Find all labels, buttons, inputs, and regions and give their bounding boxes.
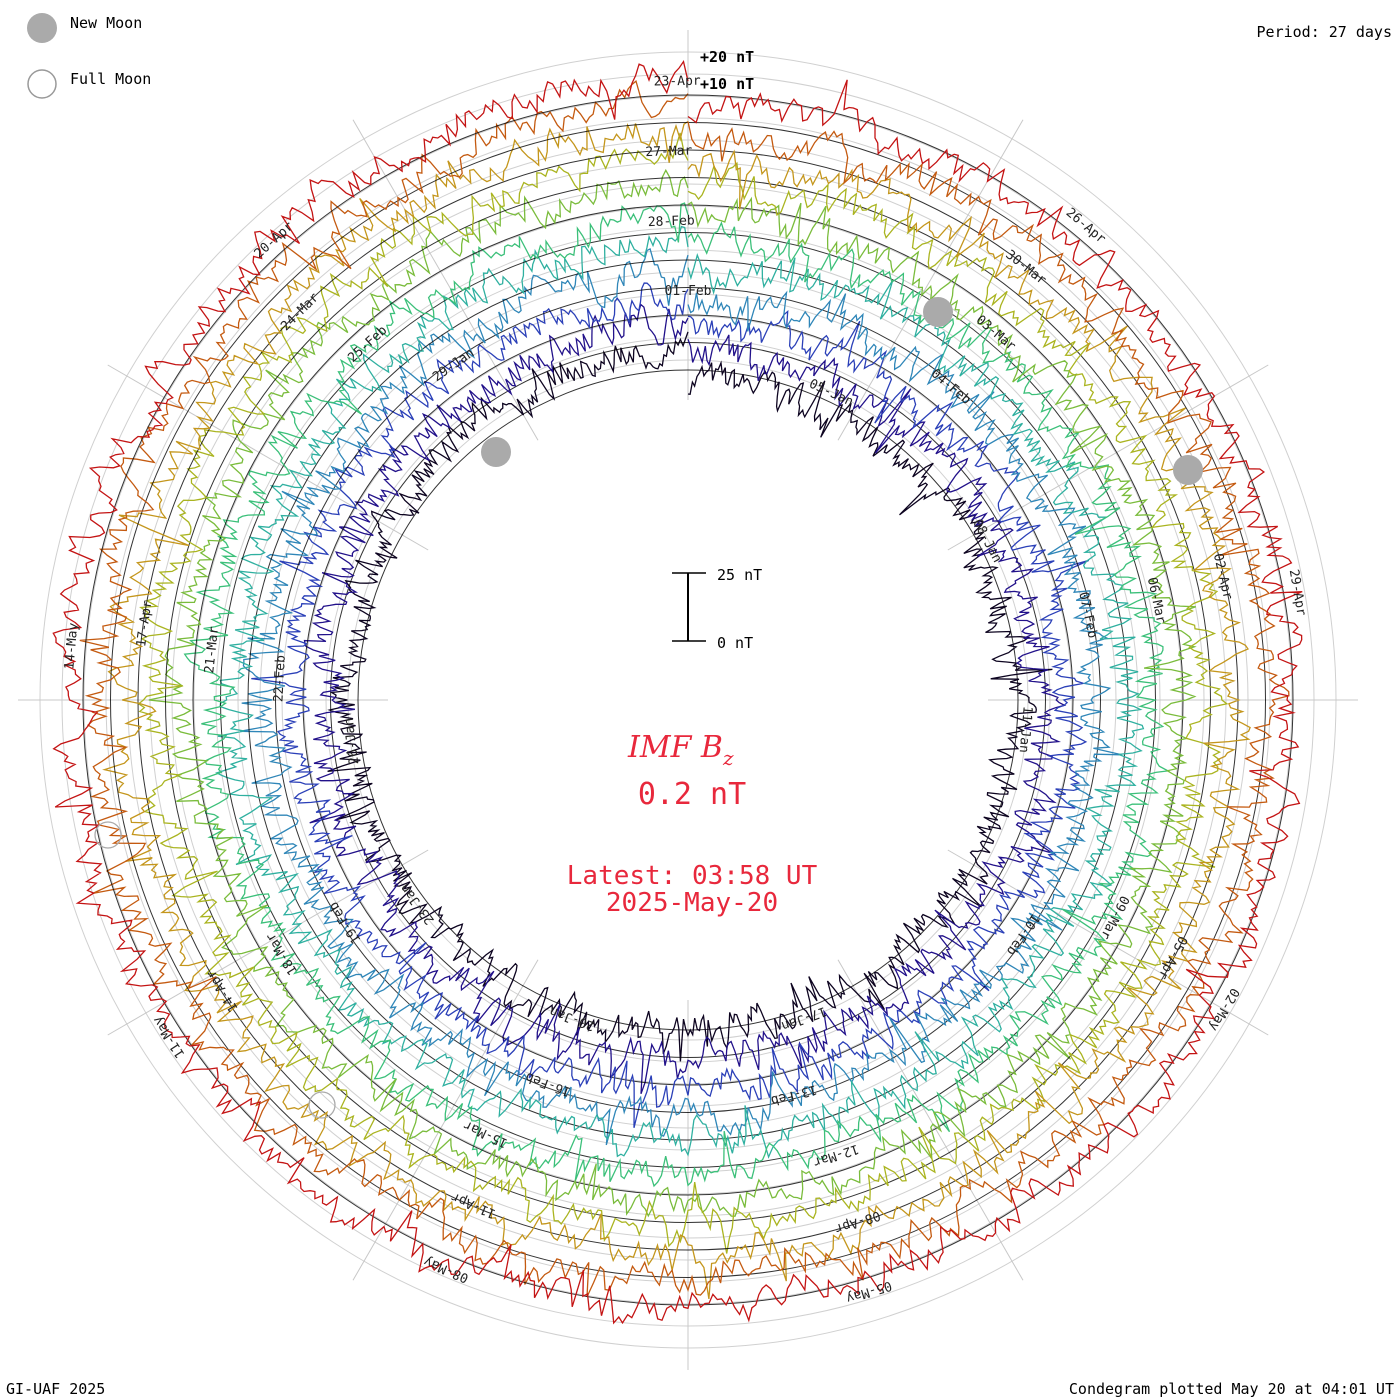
spoke-line bbox=[837, 119, 1024, 441]
date-label: 21-Mar bbox=[202, 626, 222, 674]
new-moon-icon bbox=[27, 13, 57, 43]
date-label: 04-Feb bbox=[928, 366, 974, 408]
bz-trace-1 bbox=[327, 331, 1053, 1062]
scale-plus20-label: +20 nT bbox=[700, 48, 754, 66]
date-label: 08-May bbox=[422, 1253, 471, 1285]
date-label: 05-Jan bbox=[807, 376, 856, 409]
ring-baseline bbox=[165, 177, 1211, 1223]
ring-baseline bbox=[357, 369, 1019, 1031]
ring-baseline bbox=[330, 342, 1046, 1058]
full-moon-label: Full Moon bbox=[70, 70, 151, 88]
bz-trace-3 bbox=[251, 282, 1090, 1128]
ring-baseline bbox=[192, 204, 1184, 1196]
spoke-line bbox=[107, 849, 429, 1036]
bz-trace-11 bbox=[52, 60, 1303, 1325]
spoke-line bbox=[837, 959, 1024, 1281]
bz-trace-9 bbox=[102, 120, 1251, 1300]
moon-markers bbox=[94, 297, 1203, 1119]
ring-baseline bbox=[247, 259, 1129, 1141]
date-label: 17-Apr bbox=[134, 599, 155, 648]
date-label: 27-Mar bbox=[645, 144, 693, 161]
grid-circle bbox=[303, 315, 1073, 1085]
scale-bar-top-label: 25 nT bbox=[717, 566, 762, 584]
bz-traces bbox=[52, 60, 1303, 1325]
center-readout: IMF Bz 0.2 nT Latest: 03:58 UT 2025-May-… bbox=[567, 730, 818, 918]
date-label: 14-May bbox=[62, 622, 81, 670]
date-label: 01-Feb bbox=[665, 284, 712, 299]
plotted-label: Condegram plotted May 20 at 04:01 UT bbox=[1069, 1380, 1394, 1398]
scale-bar-bottom-label: 0 nT bbox=[717, 634, 753, 652]
date-label: 17-Jan bbox=[779, 1003, 828, 1033]
date-label: 02-May bbox=[1205, 985, 1242, 1033]
grid-circle bbox=[281, 293, 1095, 1107]
spoke-line bbox=[107, 364, 429, 551]
new-moon-marker bbox=[481, 437, 511, 467]
date-label: 16-Feb bbox=[523, 1069, 572, 1099]
latest-time: Latest: 03:58 UT bbox=[567, 861, 818, 891]
date-label: 26-Apr bbox=[1063, 205, 1109, 247]
new-moon-marker bbox=[923, 297, 953, 327]
credit-label: GI-UAF 2025 bbox=[6, 1380, 105, 1398]
new-moon-label: New Moon bbox=[70, 14, 142, 32]
period-label: Period: 27 days bbox=[1257, 23, 1392, 41]
ring-baseline bbox=[82, 94, 1294, 1306]
date-label: 28-Feb bbox=[648, 213, 696, 230]
date-label: 23-Jan bbox=[398, 880, 438, 927]
ring-baseline bbox=[275, 287, 1101, 1113]
bz-trace-7 bbox=[148, 168, 1197, 1218]
scale-bar: 25 nT 0 nT bbox=[672, 566, 762, 652]
scale-plus10-label: +10 nT bbox=[700, 75, 754, 93]
date-label: 11-Jan bbox=[1016, 705, 1035, 753]
bz-trace-2 bbox=[303, 303, 1067, 1095]
new-moon-marker bbox=[1173, 455, 1203, 485]
radial-spokes bbox=[18, 30, 1358, 1370]
date-label: 13-Feb bbox=[769, 1081, 818, 1108]
date-label: 08-Apr bbox=[833, 1207, 882, 1236]
bz-trace-8 bbox=[137, 132, 1229, 1254]
grid-circle bbox=[347, 359, 1029, 1041]
date-label: 22-Feb bbox=[271, 655, 288, 703]
spoke-line bbox=[352, 119, 539, 441]
latest-date: 2025-May-20 bbox=[606, 888, 778, 918]
date-label: 23-Apr bbox=[654, 74, 701, 90]
bz-trace-5 bbox=[215, 225, 1145, 1159]
date-label: 26-Jan bbox=[342, 717, 363, 765]
quantity-title: IMF Bz bbox=[627, 730, 734, 770]
bz-trace-4 bbox=[240, 247, 1122, 1146]
bz-trace-6 bbox=[183, 202, 1171, 1188]
full-moon-marker bbox=[308, 1091, 336, 1119]
current-value: 0.2 nT bbox=[638, 777, 746, 812]
ring-baseline bbox=[302, 314, 1074, 1086]
date-label: 20-Apr bbox=[252, 219, 297, 262]
full-moon-marker bbox=[94, 821, 122, 849]
bz-trace-10 bbox=[79, 79, 1290, 1298]
full-moon-icon bbox=[27, 69, 57, 99]
date-label: 29-Jan bbox=[430, 346, 477, 385]
